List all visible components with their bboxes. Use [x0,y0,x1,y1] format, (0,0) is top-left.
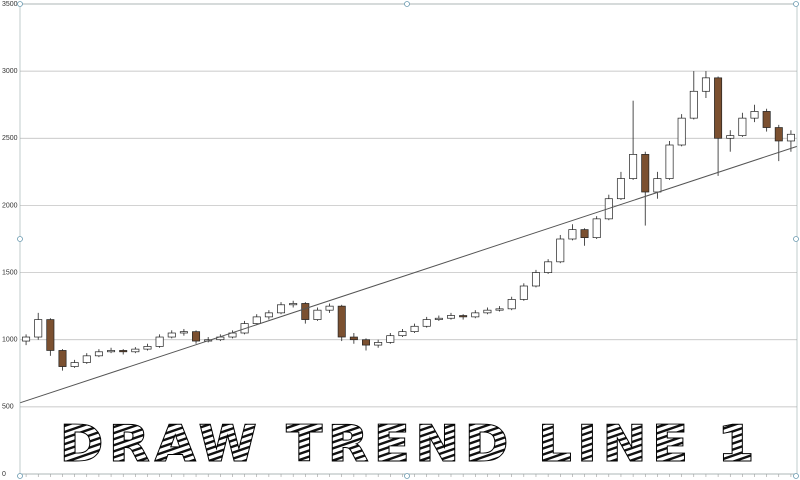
y-tick-label: 1000 [2,337,18,344]
candle-body [107,350,116,353]
candle-body [289,303,298,306]
candle-body [264,312,273,318]
candle-body [677,117,686,146]
y-tick-label: 500 [2,404,14,411]
candle-body [531,272,540,287]
candle-body [301,303,310,320]
candle-body [143,346,152,350]
candle-body [738,117,747,136]
candle-body [337,305,346,338]
y-tick-label: 1500 [2,269,18,276]
candle-body [726,135,735,139]
candle-body [459,315,468,318]
candle-body [447,315,455,319]
candle-body [592,218,601,239]
candle-body [58,350,67,367]
candle-body [641,154,650,193]
candle-body [179,331,188,334]
candle-body [374,342,383,346]
candle-body [750,111,759,119]
candle-body [434,317,443,320]
candle-body [786,133,795,142]
candle-body [362,339,371,346]
candle-body [34,319,43,338]
candle-body [556,238,565,263]
candle-body [46,319,55,351]
candle-body [119,350,128,353]
candle-body [774,127,783,142]
y-tick-label: 2500 [2,135,18,142]
selection-handles [17,1,799,479]
candle-body [689,90,698,119]
candle-body [580,229,589,239]
candle-body [398,331,407,337]
candle-body [471,312,480,318]
candle-body [665,144,674,179]
candle-body [94,351,103,357]
candle-body [483,309,492,314]
y-tick-label: 2000 [2,202,18,209]
candle-body [629,154,638,179]
y-tick-label: 0 [2,471,6,478]
candle-body [507,299,516,310]
candle-body [714,77,723,139]
candle-body [155,336,164,347]
candle-body [313,309,322,320]
y-tick-label: 3500 [2,1,18,8]
candle-body [495,308,504,311]
candle-body [82,355,91,363]
candle-body [349,336,358,341]
candle-body [70,362,79,367]
candle-body [616,178,625,200]
candle-body [277,304,286,314]
candle-body [519,285,528,300]
chart-title: DRAW TREND LINE 1 [60,415,760,472]
candle-body [653,178,662,193]
candle-body [422,319,431,327]
candle-body [252,316,261,324]
candle-body [568,229,577,240]
candle-body [22,336,31,342]
candle-body [410,325,419,333]
candle-body [701,77,710,92]
candle-body [167,332,176,338]
candle-body [386,335,395,343]
y-tick-label: 3000 [2,68,18,75]
candle-body [131,348,140,353]
trend-line [19,145,798,404]
candle-body [325,305,334,311]
candle-body [544,261,553,273]
candle-body [762,111,771,128]
candle-body [192,331,201,342]
